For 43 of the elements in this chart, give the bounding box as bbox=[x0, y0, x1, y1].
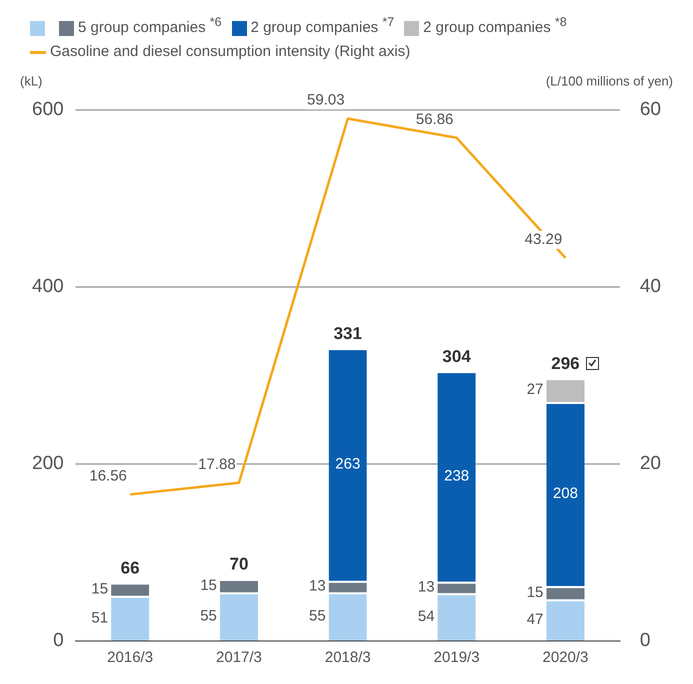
data-label: 238 bbox=[444, 468, 470, 485]
y-tick-label: 200 bbox=[32, 453, 64, 474]
y2-tick-label: 0 bbox=[640, 630, 650, 652]
data-label: 13 bbox=[309, 578, 326, 595]
data-label: 16.56 bbox=[89, 468, 127, 485]
data-label: 54 bbox=[418, 608, 435, 625]
data-label: 47 bbox=[526, 611, 544, 628]
data-label: 55 bbox=[309, 608, 326, 625]
y-axis-title: (kL) bbox=[20, 74, 42, 89]
total-label: 331 bbox=[334, 324, 362, 343]
total-label: 304 bbox=[442, 346, 472, 366]
y2-tick-label: 20 bbox=[640, 453, 662, 474]
data-label: 13 bbox=[418, 578, 435, 596]
data-label: 59.03 bbox=[307, 92, 345, 109]
x-tick-label: 2016/3 bbox=[107, 649, 154, 666]
y-tick-label: 600 bbox=[32, 99, 64, 120]
y-tick-label: 0 bbox=[53, 630, 64, 652]
y-tick-label: 400 bbox=[32, 276, 64, 298]
y2-tick-label: 60 bbox=[640, 99, 662, 120]
y2-tick-label: 40 bbox=[640, 276, 662, 298]
total-label: 70 bbox=[229, 554, 248, 574]
data-label: 263 bbox=[335, 456, 360, 473]
legend-label: 5 group companies $^{*6}$ bbox=[77, 14, 222, 38]
x-tick-label: 2018/3 bbox=[324, 649, 371, 666]
data-label: 56.86 bbox=[416, 110, 454, 128]
x-tick-label: 2019/3 bbox=[434, 649, 480, 666]
data-label: 17.88 bbox=[198, 456, 236, 473]
legend-label: Gasoline and diesel consumption intensity (Right axis) bbox=[49, 42, 410, 62]
data-label: 15 bbox=[200, 576, 217, 594]
data-label: 27 bbox=[526, 381, 544, 398]
x-tick-label: 2017/3 bbox=[216, 649, 262, 666]
data-label: 51 bbox=[91, 609, 108, 626]
legend-label: 2 group companies $^{*7}$ bbox=[250, 14, 394, 38]
x-tick-label: 2020/3 bbox=[542, 649, 588, 666]
total-label: 66 bbox=[120, 558, 140, 578]
data-label: 15 bbox=[526, 584, 544, 601]
y2-axis-title: (L/100 millions of yen) bbox=[546, 74, 673, 89]
data-label: 55 bbox=[200, 608, 217, 625]
total-label: 296 bbox=[551, 354, 580, 373]
legend-label: 2 group companies $^{*8}$ bbox=[422, 14, 567, 38]
data-label: 208 bbox=[552, 485, 578, 502]
data-label: 15 bbox=[91, 580, 108, 598]
data-label: 43.29 bbox=[524, 231, 562, 248]
